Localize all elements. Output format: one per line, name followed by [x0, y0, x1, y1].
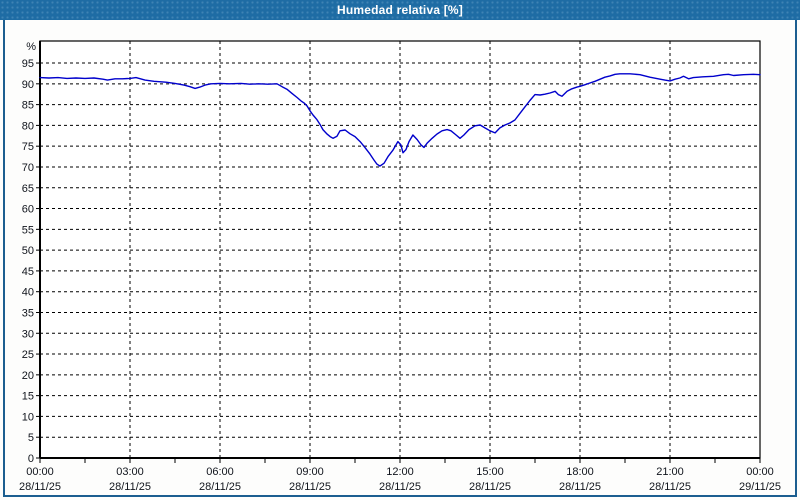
y-axis-tick-label: 80 — [22, 120, 34, 132]
x-axis-date-label: 28/11/25 — [469, 481, 511, 493]
x-axis-time-label: 09:00 — [296, 466, 324, 478]
plot-area — [40, 41, 760, 458]
x-axis-time-label: 06:00 — [206, 466, 234, 478]
y-axis-tick-label: 50 — [22, 245, 34, 257]
y-axis-tick-label: 70 — [22, 162, 34, 174]
x-axis-time-label: 00:00 — [746, 466, 774, 478]
y-axis-tick-label: 55 — [22, 224, 34, 236]
x-axis-date-label: 28/11/25 — [379, 481, 421, 493]
x-axis-time-label: 18:00 — [566, 466, 594, 478]
y-axis-tick-label: 30 — [22, 328, 34, 340]
x-axis-time-label: 00:00 — [26, 466, 54, 478]
y-axis-unit-label: % — [26, 41, 36, 53]
x-axis-time-label: 21:00 — [656, 466, 684, 478]
y-axis-tick-label: 15 — [22, 391, 34, 403]
y-axis-tick-label: 95 — [22, 58, 34, 70]
y-axis-tick-label: 5 — [28, 432, 34, 444]
y-axis-tick-label: 45 — [22, 266, 34, 278]
x-axis-date-label: 28/11/25 — [199, 481, 241, 493]
y-axis-tick-label: 90 — [22, 79, 34, 91]
x-axis-date-label: 28/11/25 — [109, 481, 151, 493]
chart-title: Humedad relativa [%] — [336, 3, 464, 17]
y-axis-tick-label: 85 — [22, 100, 34, 112]
y-axis-tick-label: 75 — [22, 141, 34, 153]
x-axis-date-label: 29/11/25 — [739, 481, 781, 493]
y-axis-tick-label: 20 — [22, 370, 34, 382]
title-bar: Humedad relativa [%] — [0, 0, 800, 20]
humidity-series-line — [39, 73, 761, 167]
x-axis-time-label: 03:00 — [116, 466, 144, 478]
x-axis-time-label: 15:00 — [476, 466, 504, 478]
y-axis-tick-label: 0 — [28, 453, 34, 465]
x-axis-date-label: 28/11/25 — [649, 481, 691, 493]
y-axis-tick-label: 40 — [22, 287, 34, 299]
x-axis-date-label: 28/11/25 — [289, 481, 331, 493]
x-axis-date-label: 28/11/25 — [559, 481, 601, 493]
y-axis-tick-label: 65 — [22, 183, 34, 195]
x-axis-date-label: 28/11/25 — [19, 481, 61, 493]
y-axis-tick-label: 35 — [22, 307, 34, 319]
x-axis-time-label: 12:00 — [386, 466, 414, 478]
y-axis-tick-label: 10 — [22, 411, 34, 423]
y-axis-tick-label: 25 — [22, 349, 34, 361]
y-axis-tick-label: 60 — [22, 204, 34, 216]
